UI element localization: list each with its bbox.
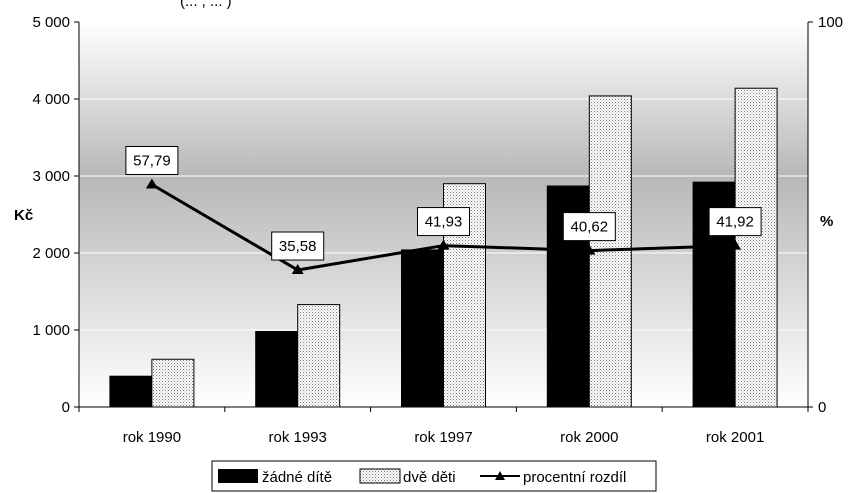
legend-box bbox=[211, 460, 657, 492]
data-label-box bbox=[562, 212, 616, 242]
y-tick-label: 2 000 bbox=[32, 245, 70, 262]
legend-label-two-children: dvě děti bbox=[403, 469, 456, 486]
triangle-marker bbox=[729, 239, 742, 250]
left-axis-ticks: 0 1 000 2 000 3 000 4 000 5 000 bbox=[32, 14, 79, 416]
data-label-box bbox=[417, 207, 470, 237]
y2-tick-label: 100 bbox=[818, 14, 843, 31]
data-label-box bbox=[708, 207, 762, 237]
y-tick-label: 5 000 bbox=[32, 14, 70, 31]
data-label: 40,62 bbox=[571, 219, 609, 236]
bar-two-children bbox=[297, 304, 341, 408]
y-tick-label: 4 000 bbox=[32, 91, 70, 108]
bar-no-children bbox=[255, 331, 299, 408]
legend: žádné dítě dvě děti procentní rozdíl bbox=[211, 460, 657, 492]
bar-two-children bbox=[151, 358, 195, 408]
bars bbox=[109, 87, 778, 408]
legend-label-percent: procentní rozdíl bbox=[523, 469, 626, 486]
y2-tick-label: 0 bbox=[818, 399, 826, 416]
legend-label-no-children: žádné dítě bbox=[262, 469, 332, 486]
x-tick-label: rok 2001 bbox=[706, 429, 764, 446]
data-label-box bbox=[125, 146, 179, 176]
bar-no-children bbox=[109, 375, 153, 408]
data-label: 41,92 bbox=[716, 214, 754, 231]
data-label: 41,93 bbox=[425, 214, 463, 231]
right-axis-ticks: 0 100 bbox=[808, 14, 843, 416]
data-labels: 57,79 35,58 41,93 40,62 41,92 bbox=[125, 146, 762, 261]
triangle-marker bbox=[437, 239, 450, 250]
triangle-marker bbox=[145, 178, 158, 189]
legend-triangle-icon bbox=[495, 471, 505, 480]
y-axis-title: Kč bbox=[14, 207, 33, 224]
top-caption-fragment: (... , ... ) bbox=[180, 0, 232, 10]
y-tick-label: 0 bbox=[62, 399, 70, 416]
x-tick-label: rok 1997 bbox=[414, 429, 472, 446]
data-label: 35,58 bbox=[279, 238, 317, 255]
bar-no-children bbox=[401, 249, 444, 408]
legend-swatch-two-children bbox=[359, 468, 401, 484]
data-label-box bbox=[271, 231, 325, 261]
y2-axis-title: % bbox=[820, 213, 833, 230]
triangle-marker bbox=[583, 244, 596, 255]
triangle-marker bbox=[291, 264, 304, 275]
legend-swatch-no-children bbox=[218, 469, 258, 483]
data-label: 57,79 bbox=[133, 153, 171, 170]
percent-line bbox=[145, 178, 742, 275]
bar-two-children bbox=[734, 87, 778, 408]
x-tick-label: rok 1993 bbox=[269, 429, 327, 446]
x-tick-label: rok 1990 bbox=[123, 429, 181, 446]
x-axis-ticks: rok 1990 rok 1993 rok 1997 rok 2000 rok 2001 bbox=[78, 407, 809, 446]
x-tick-label: rok 2000 bbox=[560, 429, 618, 446]
y-tick-label: 3 000 bbox=[32, 168, 70, 185]
y-tick-label: 1 000 bbox=[32, 322, 70, 339]
